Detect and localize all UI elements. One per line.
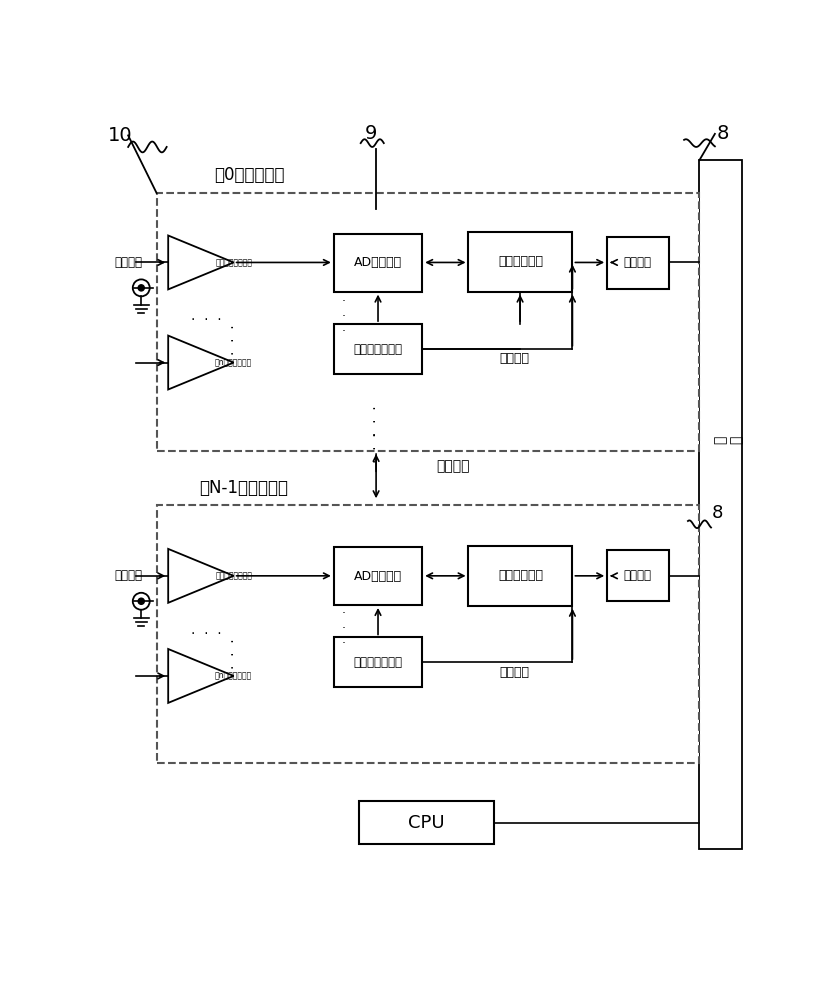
Bar — [700, 160, 742, 849]
Text: ·  ·  ·: · · · — [191, 313, 222, 327]
Circle shape — [138, 598, 145, 604]
Text: AD转换模块: AD转换模块 — [354, 570, 402, 583]
Text: 第n个程控放大器: 第n个程控放大器 — [215, 358, 252, 367]
Bar — [334, 547, 422, 605]
Text: ·
·
·: · · · — [342, 295, 346, 338]
Text: 10: 10 — [108, 126, 133, 145]
Text: ·
·
·: · · · — [342, 607, 346, 650]
Text: 大容量存储器: 大容量存储器 — [498, 255, 543, 268]
Text: ·  ·  ·: · · · — [227, 638, 241, 669]
Text: 8: 8 — [711, 504, 723, 522]
Text: 总
线: 总 线 — [714, 435, 744, 444]
Text: 9: 9 — [364, 124, 377, 143]
Bar — [359, 801, 494, 844]
Text: 内部总线: 内部总线 — [500, 666, 530, 679]
Bar — [468, 232, 573, 292]
Text: 内部总线: 内部总线 — [500, 352, 530, 365]
Text: 第n个程控放大器: 第n个程控放大器 — [215, 671, 252, 680]
Bar — [156, 505, 700, 763]
Bar — [334, 234, 422, 292]
Bar — [468, 546, 573, 606]
Bar — [334, 324, 422, 374]
Bar — [607, 550, 669, 601]
Bar — [334, 637, 422, 687]
Text: AD转换模块: AD转换模块 — [354, 256, 402, 269]
Text: 8: 8 — [716, 124, 729, 143]
Text: ·  ·  ·: · · · — [191, 627, 222, 641]
Text: 信号输入: 信号输入 — [115, 256, 142, 269]
Text: 大容量存储器: 大容量存储器 — [498, 569, 543, 582]
Text: 时钟、触发电路: 时钟、触发电路 — [354, 343, 402, 356]
Bar — [607, 237, 669, 289]
Circle shape — [138, 285, 145, 291]
Text: 第一个程控放大器: 第一个程控放大器 — [215, 258, 252, 267]
Text: ·  ·  ·: · · · — [227, 324, 241, 355]
Text: CPU: CPU — [408, 814, 445, 832]
Text: 信号输入: 信号输入 — [115, 569, 142, 582]
Bar — [156, 193, 700, 451]
Text: ·  ·  ·: · · · — [369, 405, 383, 436]
Text: 第N-1个采集模块: 第N-1个采集模块 — [199, 479, 288, 497]
Text: 总线接口: 总线接口 — [624, 256, 652, 269]
Text: 第一个程控放大器: 第一个程控放大器 — [215, 571, 252, 580]
Text: ·  ·  ·: · · · — [369, 432, 383, 463]
Text: 局部总线: 局部总线 — [436, 460, 470, 474]
Text: 时钟、触发电路: 时钟、触发电路 — [354, 656, 402, 669]
Text: 总线接口: 总线接口 — [624, 569, 652, 582]
Text: 第0个采集模块: 第0个采集模块 — [214, 166, 285, 184]
